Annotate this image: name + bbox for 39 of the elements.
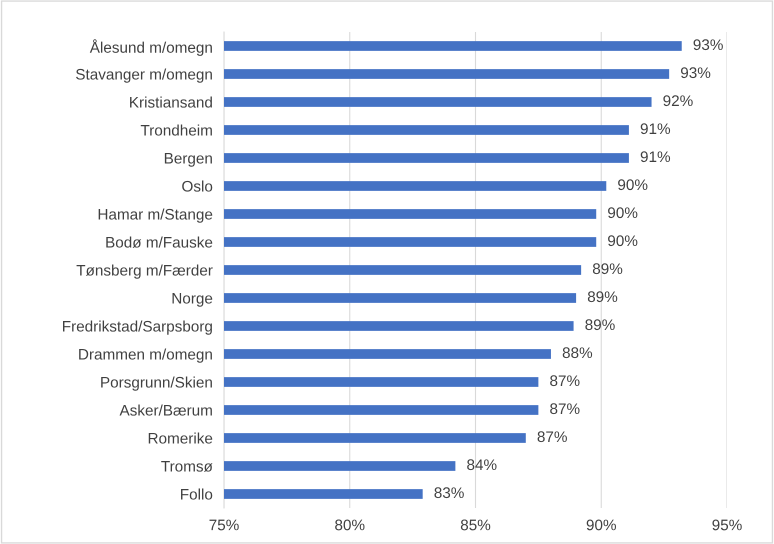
- y-tick-label: Romerike: [148, 432, 212, 444]
- y-tick-label: Oslo: [182, 180, 212, 192]
- data-label: 89%: [592, 263, 622, 274]
- data-label: 90%: [618, 179, 648, 190]
- data-label: 90%: [608, 235, 638, 246]
- data-label: 89%: [585, 319, 615, 330]
- y-tick-label: Tønsberg m/Færder: [76, 264, 213, 279]
- data-label: 89%: [588, 291, 618, 302]
- y-tick-label: Follo: [181, 488, 212, 500]
- data-label: 92%: [663, 95, 693, 106]
- data-label: 84%: [467, 459, 497, 470]
- data-label: 91%: [640, 151, 670, 162]
- x-tick-label: 80%: [335, 520, 364, 530]
- data-label: 83%: [434, 487, 464, 498]
- data-label: 87%: [550, 375, 580, 386]
- y-tick-label: Bodø m/Fauske: [106, 236, 212, 248]
- data-label: 87%: [538, 431, 567, 442]
- y-tick-label: Hamar m/Stange: [98, 208, 212, 223]
- data-label: 91%: [640, 123, 670, 134]
- y-tick-label: Stavanger m/omegn: [76, 68, 212, 83]
- data-label: 93%: [680, 67, 710, 78]
- x-tick-label: 90%: [586, 520, 616, 530]
- y-tick-label: Drammen m/omegn: [79, 348, 212, 363]
- data-label: 88%: [562, 347, 592, 358]
- y-tick-label: Porsgrunn/Skien: [101, 376, 212, 391]
- x-tick-label: 75%: [209, 520, 239, 530]
- y-tick-label: Kristiansand: [130, 96, 212, 108]
- data-label: 90%: [608, 207, 638, 218]
- y-tick-label: Fredrikstad/Sarpsborg: [63, 320, 212, 335]
- x-tick-label: 95%: [712, 520, 742, 530]
- y-tick-label: Bergen: [164, 153, 212, 167]
- y-tick-label: Tromsø: [161, 461, 213, 472]
- y-tick-label: Ålesund m/omegn: [90, 39, 212, 56]
- y-tick-label: Asker/Bærum: [120, 404, 212, 416]
- data-label: 93%: [694, 39, 723, 50]
- x-tick-label: 85%: [460, 520, 490, 530]
- y-tick-label: Norge: [172, 293, 212, 307]
- y-tick-label: Trondheim: [140, 124, 212, 136]
- data-label: 87%: [550, 403, 580, 414]
